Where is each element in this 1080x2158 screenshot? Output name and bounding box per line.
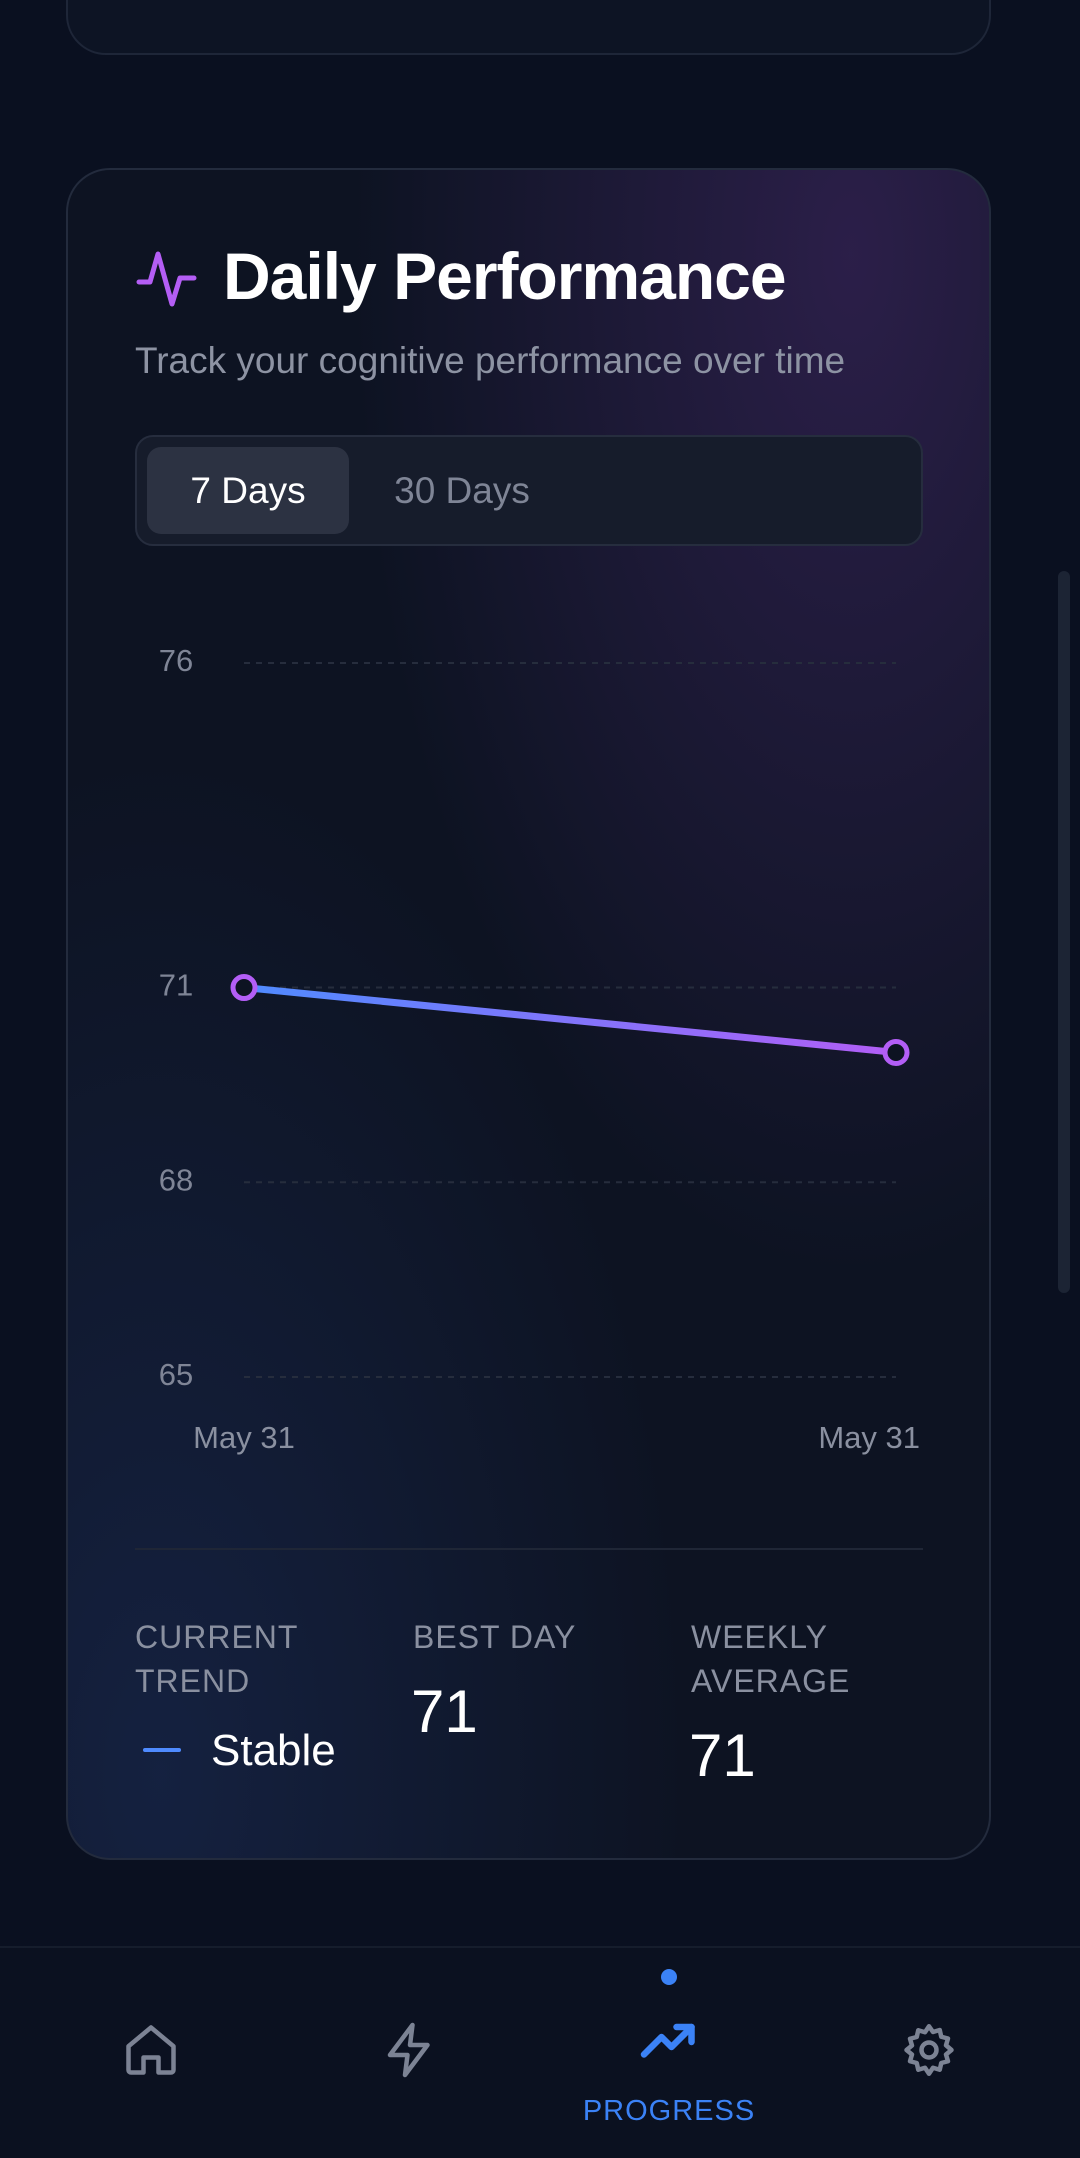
scrollbar	[1058, 571, 1070, 1293]
stat-value: 71	[689, 1722, 756, 1789]
previous-card	[66, 0, 991, 55]
stat-label: CURRENT TREND	[135, 1619, 298, 1699]
x-tick-label: May 31	[193, 1420, 295, 1455]
data-point	[882, 1038, 910, 1066]
data-point	[230, 974, 258, 1002]
active-dot	[661, 1969, 677, 1985]
card-title: Daily Performance	[223, 239, 787, 313]
trend-dash	[143, 1748, 181, 1752]
stat-label: WEEKLY AVERAGE	[691, 1619, 851, 1699]
stat-value: Stable	[211, 1726, 336, 1775]
nav-progress[interactable]	[639, 2012, 699, 2072]
divider	[135, 1548, 923, 1550]
nav-progress-label[interactable]: PROGRESS	[582, 2095, 756, 2127]
x-tick-label: May 31	[818, 1420, 920, 1455]
y-tick-label: 76	[159, 643, 193, 678]
stat-label: BEST DAY	[413, 1619, 577, 1655]
nav-settings[interactable]	[899, 2020, 959, 2080]
tab-30-days[interactable]: 30 Days	[394, 470, 530, 511]
activity-icon	[136, 251, 197, 307]
chart: 65 68 71 76 May 31 May 31	[159, 643, 920, 1455]
stat-value: 71	[411, 1678, 478, 1745]
y-tick-label: 68	[159, 1162, 193, 1197]
nav-boost[interactable]	[380, 2020, 440, 2080]
card-subtitle: Track your cognitive performance over ti…	[135, 340, 846, 381]
tab-7-days[interactable]: 7 Days	[147, 447, 349, 534]
y-tick-label: 65	[159, 1357, 193, 1392]
nav-home[interactable]	[121, 2020, 181, 2080]
y-tick-label: 71	[159, 968, 193, 1003]
trend-line	[240, 984, 900, 1056]
bottom-nav	[0, 1946, 1080, 2158]
